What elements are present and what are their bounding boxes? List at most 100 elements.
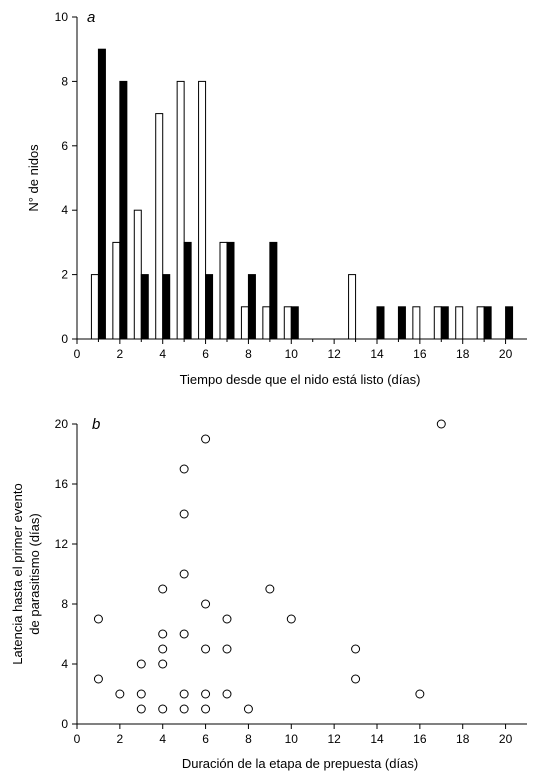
x-tick-label-a: 2 bbox=[117, 347, 124, 361]
bar-open bbox=[433, 306, 442, 340]
scatter-point bbox=[351, 674, 361, 684]
y-tick-label-b: 0 bbox=[61, 717, 68, 731]
scatter-point bbox=[201, 644, 211, 654]
bar-filled bbox=[440, 306, 449, 340]
x-tick-label-a: 0 bbox=[74, 347, 81, 361]
scatter-point bbox=[201, 434, 211, 444]
bar-filled bbox=[290, 306, 299, 340]
x-tick-label-a: 10 bbox=[285, 347, 299, 361]
x-tick-label-b: 4 bbox=[159, 732, 166, 746]
x-tick-label-a: 18 bbox=[456, 347, 470, 361]
bar-open bbox=[176, 80, 185, 340]
x-tick-label-a: 12 bbox=[327, 347, 341, 361]
x-tick-label-b: 16 bbox=[413, 732, 427, 746]
bar-filled bbox=[140, 274, 149, 340]
x-axis-title-b: Duración de la etapa de prepuesta (días) bbox=[182, 756, 418, 771]
bar-filled bbox=[269, 241, 278, 340]
bar-filled bbox=[505, 306, 514, 340]
x-tick-label-b: 20 bbox=[499, 732, 513, 746]
scatter-point bbox=[222, 689, 232, 699]
scatter-point bbox=[179, 509, 189, 519]
y-tick-label-b: 12 bbox=[55, 537, 69, 551]
scatter-point bbox=[115, 689, 125, 699]
scatter-point bbox=[265, 584, 275, 594]
y-tick-label-b: 4 bbox=[61, 657, 68, 671]
x-tick-label-b: 18 bbox=[456, 732, 470, 746]
x-tick-label-a: 16 bbox=[413, 347, 427, 361]
scatter-point bbox=[222, 644, 232, 654]
x-tick-label-b: 6 bbox=[202, 732, 209, 746]
scatter-point bbox=[222, 614, 232, 624]
bar-open bbox=[348, 274, 357, 340]
scatter-point bbox=[158, 659, 168, 669]
scatter-point bbox=[136, 659, 146, 669]
y-tick-label-a: 6 bbox=[61, 139, 68, 153]
bar-open bbox=[262, 306, 271, 340]
scatter-point bbox=[201, 704, 211, 714]
bar-open bbox=[219, 241, 228, 340]
bar-open bbox=[455, 306, 464, 340]
bar-open bbox=[155, 113, 164, 340]
scatter-point bbox=[179, 689, 189, 699]
bar-open bbox=[412, 306, 421, 340]
y-axis-title-a: N° de nidos bbox=[26, 144, 41, 212]
x-tick-label-a: 6 bbox=[202, 347, 209, 361]
x-tick-label-b: 0 bbox=[74, 732, 81, 746]
x-tick-label-a: 4 bbox=[159, 347, 166, 361]
scatter-point bbox=[158, 644, 168, 654]
histogram-panel-a: a Tiempo desde que el nido está listo (d… bbox=[26, 9, 527, 387]
bar-filled bbox=[397, 306, 406, 340]
scatter-point bbox=[201, 599, 211, 609]
bar-filled bbox=[162, 274, 171, 340]
panel-label-b: b bbox=[92, 416, 100, 433]
scatter-point bbox=[179, 704, 189, 714]
scatter-point bbox=[179, 464, 189, 474]
y-tick-label-a: 8 bbox=[61, 74, 68, 88]
bar-filled bbox=[119, 80, 128, 340]
scatter-point bbox=[93, 614, 103, 624]
bar-filled bbox=[247, 274, 256, 340]
bar-filled bbox=[483, 306, 492, 340]
bar-filled bbox=[97, 48, 106, 340]
scatter-point bbox=[93, 674, 103, 684]
scatter-point bbox=[136, 689, 146, 699]
bar-filled bbox=[205, 274, 214, 340]
x-tick-label-b: 8 bbox=[245, 732, 252, 746]
x-tick-label-b: 2 bbox=[117, 732, 124, 746]
panel-label-a: a bbox=[87, 9, 95, 26]
scatter-point bbox=[179, 569, 189, 579]
scatter-panel-b: b Duración de la etapa de prepuesta (día… bbox=[10, 416, 527, 771]
bar-filled bbox=[226, 241, 235, 340]
y-axis-title-b-line2: de parasitismo (días) bbox=[27, 513, 42, 634]
scatter-point bbox=[286, 614, 296, 624]
bar-open bbox=[476, 306, 485, 340]
scatter-point bbox=[179, 629, 189, 639]
scatter-point bbox=[158, 629, 168, 639]
y-tick-label-a: 0 bbox=[61, 332, 68, 346]
y-tick-label-a: 10 bbox=[55, 10, 69, 24]
scatter-point bbox=[158, 584, 168, 594]
scatter-point bbox=[415, 689, 425, 699]
bar-open bbox=[90, 274, 99, 340]
x-tick-label-a: 14 bbox=[370, 347, 384, 361]
scatter-point bbox=[243, 704, 253, 714]
x-axis-title-a: Tiempo desde que el nido está listo (día… bbox=[180, 372, 421, 387]
x-tick-label-a: 8 bbox=[245, 347, 252, 361]
bar-open bbox=[283, 306, 292, 340]
x-tick-label-b: 14 bbox=[370, 732, 384, 746]
x-tick-label-b: 12 bbox=[327, 732, 341, 746]
y-tick-label-a: 4 bbox=[61, 203, 68, 217]
scatter-point bbox=[436, 419, 446, 429]
y-tick-label-b: 16 bbox=[55, 477, 69, 491]
y-tick-label-b: 20 bbox=[55, 417, 69, 431]
x-tick-label-a: 20 bbox=[499, 347, 513, 361]
bar-open bbox=[112, 241, 121, 340]
y-tick-label-a: 2 bbox=[61, 268, 68, 282]
y-tick-label-b: 8 bbox=[61, 597, 68, 611]
x-tick-label-b: 10 bbox=[285, 732, 299, 746]
bar-filled bbox=[376, 306, 385, 340]
bar-open bbox=[240, 306, 249, 340]
y-axis-title-b-line1: Latencia hasta el primer evento bbox=[10, 483, 25, 664]
scatter-point bbox=[201, 689, 211, 699]
